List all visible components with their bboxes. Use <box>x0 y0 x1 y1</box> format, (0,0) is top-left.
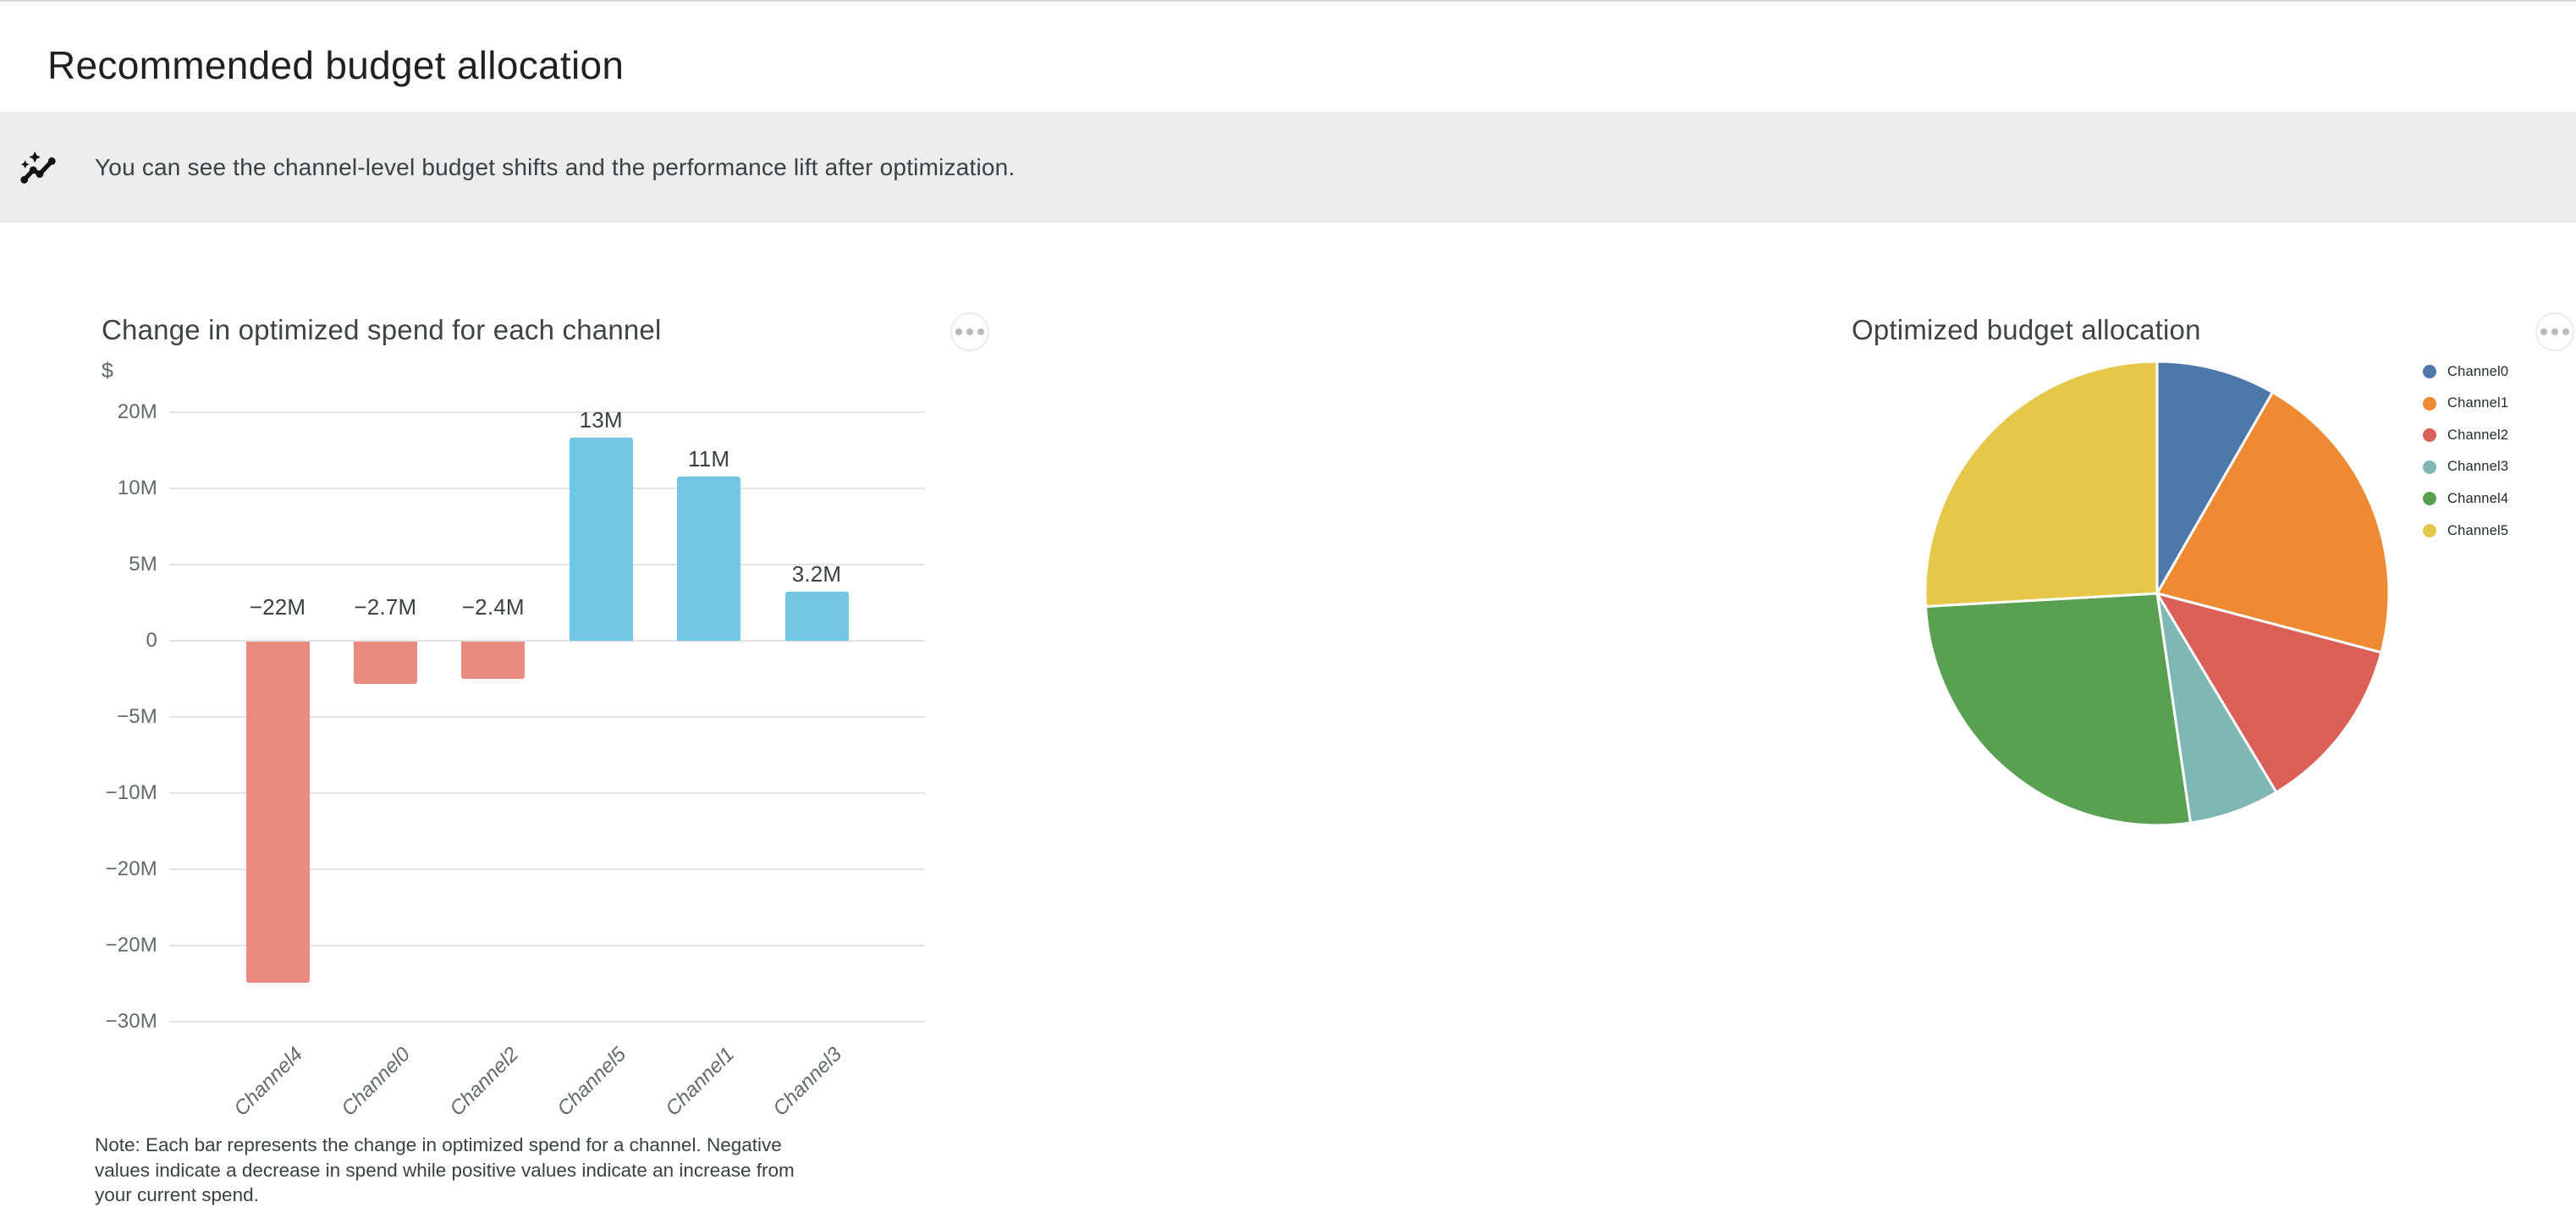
bar-value-label: −22M <box>249 594 306 620</box>
y-tick-label: 20M <box>117 400 157 423</box>
bar-Channel1 <box>677 477 741 641</box>
y-gridline <box>169 488 925 489</box>
y-tick-label: −5M <box>117 705 157 728</box>
legend-item-Channel0: Channel0 <box>2423 363 2508 380</box>
y-gridline <box>169 640 925 642</box>
bar-Channel4 <box>245 642 310 983</box>
pie-slice-Channel2 <box>2155 592 2383 794</box>
info-banner: You can see the channel-level budget shi… <box>0 112 2576 223</box>
pie-chart-title: Optimized budget allocation <box>1852 314 2201 345</box>
legend-label: Channel3 <box>2447 459 2509 475</box>
legend-item-Channel3: Channel3 <box>2423 459 2508 476</box>
y-gridline <box>169 411 925 413</box>
bar-chart-note: Note: Each bar represents the change in … <box>95 1134 795 1205</box>
y-gridline <box>169 792 925 794</box>
legend-swatch-icon <box>2423 396 2436 411</box>
bar-chart-title: Change in optimized spend for each chann… <box>102 314 662 345</box>
y-tick-label: 5M <box>129 553 157 576</box>
pie-chart-menu-button[interactable] <box>2535 312 2574 351</box>
bar-chart-y-axis-unit: $ <box>102 359 113 383</box>
legend-label: Channel4 <box>2447 490 2509 506</box>
pie-slice-Channel5 <box>1924 360 2159 608</box>
y-tick-label: −10M <box>105 781 157 804</box>
y-gridline <box>169 868 925 870</box>
banner-text: You can see the channel-level budget shi… <box>95 153 1016 180</box>
legend-label: Channel0 <box>2447 363 2509 379</box>
legend-swatch-icon <box>2423 365 2436 378</box>
y-tick-label: −20M <box>105 857 157 880</box>
legend-item-Channel1: Channel1 <box>2423 395 2508 412</box>
bar-Channel2 <box>461 642 526 679</box>
sparkline-insights-icon <box>20 151 56 184</box>
y-gridline <box>169 1021 925 1023</box>
bar-value-label: 11M <box>687 446 730 471</box>
three-dots-more-options-icon <box>2540 328 2547 335</box>
pie-slice-Channel0 <box>2155 360 2274 595</box>
pie-slice-Channel1 <box>2155 390 2391 654</box>
three-dots-more-options-icon <box>955 328 962 335</box>
legend-swatch-icon <box>2423 492 2436 506</box>
y-gridline <box>169 716 925 718</box>
y-tick-label: −30M <box>105 1010 157 1033</box>
y-tick-label: −20M <box>105 934 157 957</box>
legend-item-Channel2: Channel2 <box>2423 427 2508 444</box>
top-divider <box>0 0 2576 2</box>
y-gridline <box>169 945 925 946</box>
bar-Channel0 <box>353 642 417 684</box>
bar-Channel5 <box>569 438 633 641</box>
pie-chart <box>1924 360 2391 827</box>
legend-swatch-icon <box>2423 524 2436 538</box>
bar-value-label: −2.4M <box>461 594 525 620</box>
legend-label: Channel2 <box>2447 427 2509 443</box>
legend-item-Channel4: Channel4 <box>2423 490 2508 507</box>
legend-swatch-icon <box>2423 460 2436 474</box>
bar-value-label: −2.7M <box>354 594 417 620</box>
y-tick-label: 0 <box>146 629 157 652</box>
y-gridline <box>169 564 925 565</box>
page-title: Recommended budget allocation <box>47 42 625 87</box>
bar-value-label: 3.2M <box>791 561 842 587</box>
y-tick-label: 10M <box>117 477 157 499</box>
legend-label: Channel5 <box>2447 522 2509 538</box>
legend-swatch-icon <box>2423 428 2436 443</box>
legend-label: Channel1 <box>2447 395 2509 411</box>
bar-value-label: 13M <box>579 407 623 433</box>
pie-slice-Channel4 <box>1924 592 2192 827</box>
legend-item-Channel5: Channel5 <box>2423 522 2508 539</box>
bar-Channel3 <box>784 592 849 641</box>
bar-chart-menu-button[interactable] <box>950 312 989 351</box>
